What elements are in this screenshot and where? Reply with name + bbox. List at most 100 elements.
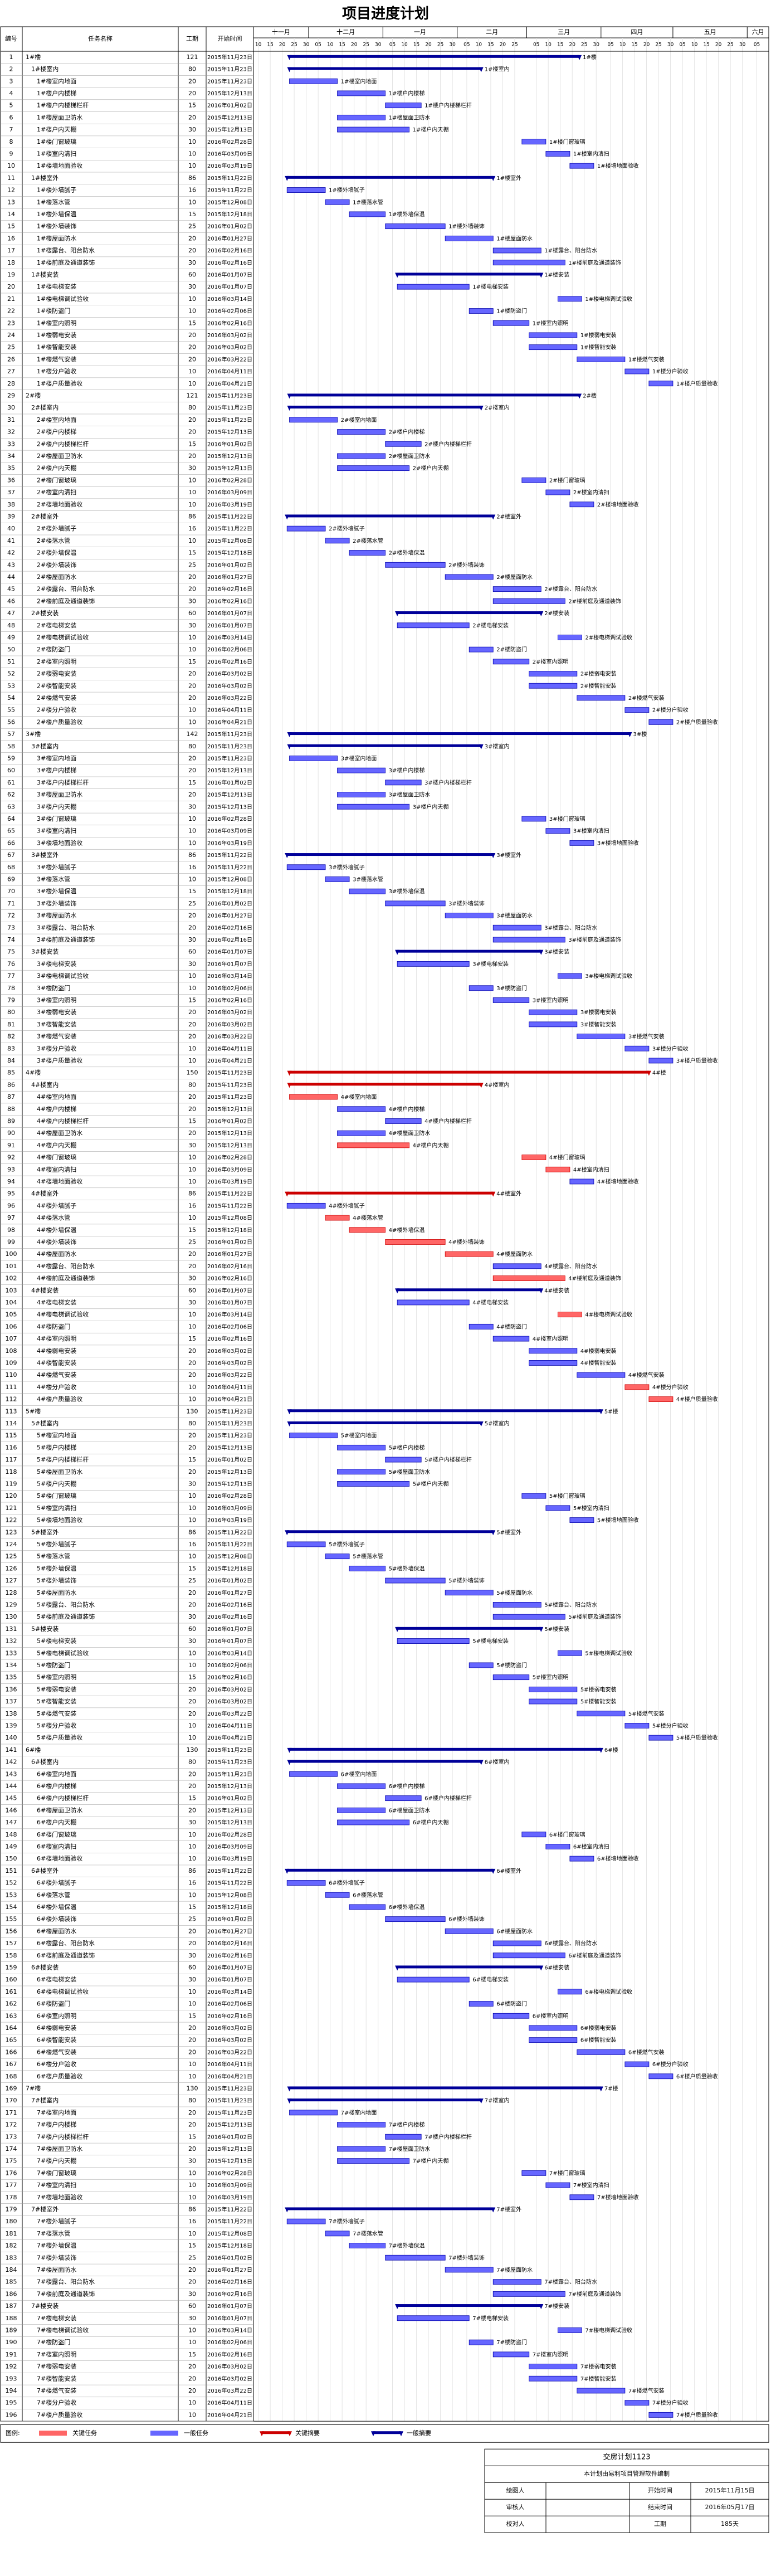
bar-label: 5#楼落水管 bbox=[353, 1553, 383, 1560]
task-start: 2016年01月02日 bbox=[207, 1117, 252, 1124]
task-start: 2016年01月07日 bbox=[207, 1638, 252, 1645]
task-name: 3#楼 bbox=[26, 730, 41, 738]
day-tick-label: 25 bbox=[437, 42, 443, 48]
task-duration: 20 bbox=[188, 1371, 196, 1379]
task-bar bbox=[545, 151, 570, 157]
task-id: 27 bbox=[7, 368, 15, 375]
bar-label: 6#楼外墙装饰 bbox=[448, 1916, 485, 1923]
task-name: 4#楼外墙腻子 bbox=[37, 1201, 76, 1209]
task-name: 5#楼室内 bbox=[31, 1419, 58, 1427]
summary-bar bbox=[289, 732, 630, 736]
task-duration: 10 bbox=[188, 1214, 196, 1221]
task-name: 6#楼门窗玻璃 bbox=[37, 1830, 76, 1838]
day-tick-label: 20 bbox=[569, 42, 575, 48]
task-name: 1#楼室内照明 bbox=[37, 319, 76, 327]
task-id: 72 bbox=[7, 912, 15, 919]
task-name: 7#楼智能安装 bbox=[37, 2374, 76, 2382]
legend-swatch-end bbox=[371, 2431, 375, 2437]
task-bar bbox=[624, 1384, 650, 1390]
bar-label: 6#楼屋面防水 bbox=[496, 1927, 533, 1935]
task-duration: 15 bbox=[188, 549, 196, 557]
bar-label: 1#楼电梯安装 bbox=[472, 283, 509, 290]
task-start: 2015年12月13日 bbox=[207, 1806, 252, 1814]
task-start: 2015年12月13日 bbox=[207, 1480, 252, 1487]
summary-end bbox=[395, 272, 400, 278]
task-duration: 20 bbox=[188, 2037, 196, 2044]
task-start: 2016年03月14日 bbox=[207, 634, 252, 641]
task-start: 2016年01月02日 bbox=[207, 102, 252, 109]
task-duration: 20 bbox=[188, 2024, 196, 2032]
task-duration: 20 bbox=[188, 924, 196, 931]
task-id: 9 bbox=[9, 150, 13, 157]
bar-label: 5#楼外墙腻子 bbox=[329, 1541, 365, 1548]
task-start: 2016年03月02日 bbox=[207, 670, 252, 678]
task-name: 5#楼室内照明 bbox=[37, 1673, 76, 1681]
task-duration: 30 bbox=[188, 1819, 196, 1826]
task-name: 7#楼外墙保温 bbox=[37, 2242, 76, 2249]
task-start: 2016年02月16日 bbox=[207, 247, 252, 254]
summary-end bbox=[395, 1288, 400, 1294]
task-name: 1#楼户内楼梯 bbox=[37, 89, 76, 97]
legend-swatch-end bbox=[287, 2431, 292, 2437]
bar-label: 2#楼弱电安装 bbox=[580, 670, 617, 678]
task-name: 5#楼防盗门 bbox=[37, 1661, 70, 1669]
task-id: 45 bbox=[7, 586, 15, 593]
task-duration: 10 bbox=[188, 138, 196, 145]
day-tick-label: 15 bbox=[703, 42, 709, 48]
task-name: 6#楼智能安装 bbox=[37, 2036, 76, 2044]
task-bar bbox=[648, 2412, 674, 2418]
bar-label: 5#楼外墙装饰 bbox=[448, 1577, 485, 1584]
task-name: 5#楼电梯调试验收 bbox=[37, 1649, 89, 1657]
footer-label: 结束时间 bbox=[648, 2504, 672, 2511]
task-id: 75 bbox=[7, 948, 15, 956]
task-name: 1#楼前庭及通道装饰 bbox=[37, 259, 95, 266]
task-start: 2016年02月16日 bbox=[207, 1952, 252, 1959]
bar-label: 7#楼外墙保温 bbox=[389, 2242, 425, 2249]
bar-label: 2#楼智能安装 bbox=[580, 682, 617, 689]
bar-label: 1#楼室内清扫 bbox=[573, 150, 609, 157]
task-duration: 20 bbox=[188, 2121, 196, 2129]
task-bar bbox=[492, 1952, 565, 1959]
task-id: 73 bbox=[7, 924, 15, 931]
task-id: 94 bbox=[7, 1178, 15, 1185]
task-bar bbox=[337, 114, 386, 120]
bar-label: 3#楼室内地面 bbox=[341, 754, 377, 762]
task-bar bbox=[385, 900, 446, 907]
day-tick-label: 05 bbox=[754, 42, 760, 48]
day-tick-label: 15 bbox=[557, 42, 563, 48]
task-duration: 20 bbox=[188, 1263, 196, 1270]
task-start: 2016年01月02日 bbox=[207, 1916, 252, 1923]
task-name: 5#楼屋面防水 bbox=[37, 1589, 76, 1596]
bar-label: 1#楼室内照明 bbox=[533, 319, 569, 327]
task-bar bbox=[492, 659, 530, 665]
task-id: 163 bbox=[6, 2012, 17, 2019]
task-duration: 16 bbox=[188, 864, 196, 871]
task-bar bbox=[397, 2315, 470, 2321]
task-duration: 10 bbox=[188, 1843, 196, 1850]
bar-label: 1#楼户内楼梯 bbox=[389, 90, 425, 97]
task-name: 7#楼户内天棚 bbox=[37, 2157, 76, 2165]
task-start: 2015年11月22日 bbox=[207, 187, 252, 194]
summary-end bbox=[395, 949, 400, 955]
day-tick-label: 10 bbox=[545, 42, 552, 48]
task-bar bbox=[557, 973, 582, 979]
task-bar bbox=[385, 2134, 422, 2140]
summary-end bbox=[491, 2207, 496, 2213]
task-id: 190 bbox=[6, 2339, 17, 2346]
task-duration: 20 bbox=[188, 247, 196, 254]
task-name: 6#楼露台、阳台防水 bbox=[37, 1939, 95, 1947]
bar-label: 1#楼屋面防水 bbox=[496, 235, 533, 242]
day-tick-label: 15 bbox=[267, 42, 273, 48]
task-start: 2016年03月14日 bbox=[207, 972, 252, 980]
bar-label: 7#楼门窗玻璃 bbox=[549, 2169, 585, 2176]
task-duration: 30 bbox=[188, 1952, 196, 1959]
task-start: 2015年12月08日 bbox=[207, 198, 252, 206]
task-duration: 15 bbox=[188, 996, 196, 1004]
task-name: 1#楼屋面防水 bbox=[37, 234, 76, 242]
bar-label: 1#楼露台、阳台防水 bbox=[544, 247, 597, 254]
bar-label: 7#楼电梯调试验收 bbox=[585, 2326, 632, 2334]
task-name: 2#楼室外 bbox=[31, 512, 58, 520]
task-duration: 10 bbox=[188, 1553, 196, 1560]
task-id: 153 bbox=[6, 1891, 17, 1898]
